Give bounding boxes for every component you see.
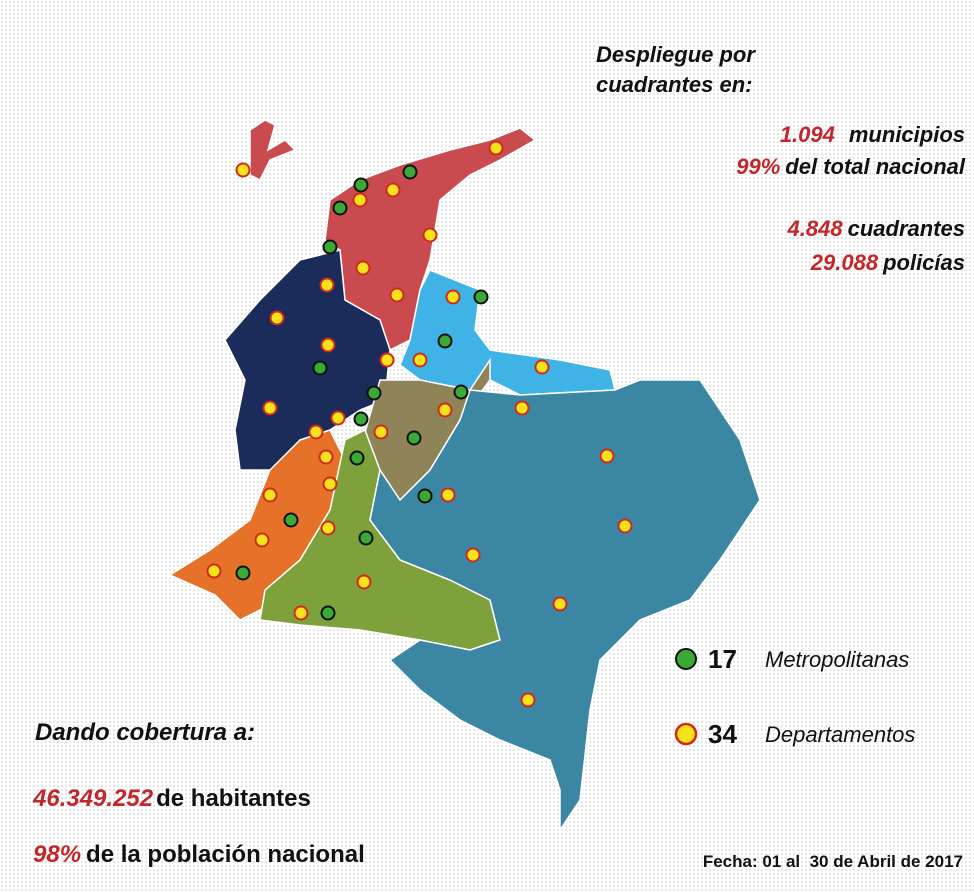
coverage-label: de habitantes xyxy=(156,785,311,812)
stat-value: 1.094 xyxy=(780,122,835,147)
stat-value: 29.088 xyxy=(810,250,879,275)
department-marker xyxy=(293,605,309,621)
department-marker xyxy=(373,424,389,440)
stat-label: del total nacional xyxy=(785,154,966,179)
department-marker xyxy=(514,400,530,416)
stat: 1.094 municipios xyxy=(780,122,965,147)
department-marker xyxy=(617,518,633,534)
metropolitan-marker xyxy=(283,512,299,528)
coverage-item: 98% de la población nacional xyxy=(33,841,365,868)
department-marker xyxy=(422,227,438,243)
department-marker xyxy=(520,692,536,708)
metropolitan-marker xyxy=(358,530,374,546)
stat-label: municipios xyxy=(849,122,965,147)
metropolitan-marker xyxy=(322,239,338,255)
metropolitan-marker xyxy=(353,177,369,193)
department-marker xyxy=(330,410,346,426)
department-marker xyxy=(437,402,453,418)
legend-label: Departamentos xyxy=(765,722,915,747)
department-marker xyxy=(308,424,324,440)
stat-value: 4.848 xyxy=(787,216,844,241)
department-marker xyxy=(356,574,372,590)
department-marker xyxy=(318,449,334,465)
department-marker xyxy=(355,260,371,276)
department-marker xyxy=(262,487,278,503)
metropolitan-marker xyxy=(473,289,489,305)
stat: 29.088 policías xyxy=(810,250,965,275)
metropolitan-marker xyxy=(332,200,348,216)
department-marker xyxy=(262,400,278,416)
department-marker xyxy=(534,359,550,375)
department-marker xyxy=(552,596,568,612)
department-marker xyxy=(488,140,504,156)
coverage-item: 46.349.252 de habitantes xyxy=(32,785,311,812)
metropolitan-marker xyxy=(417,488,433,504)
department-marker xyxy=(445,289,461,305)
metropolitan-marker xyxy=(366,385,382,401)
metropolitan-marker xyxy=(235,565,251,581)
department-marker xyxy=(385,182,401,198)
metropolitan-marker xyxy=(320,605,336,621)
stat-label: cuadrantes xyxy=(848,216,965,241)
stat: 99% del total nacional xyxy=(736,154,966,179)
department-marker xyxy=(320,520,336,536)
metropolitan-marker xyxy=(406,430,422,446)
department-marker xyxy=(389,287,405,303)
stat: 4.848 cuadrantes xyxy=(787,216,965,241)
metropolitan-marker xyxy=(312,360,328,376)
title-line: cuadrantes en: xyxy=(596,72,753,97)
stat-label: policías xyxy=(882,250,965,275)
department-marker xyxy=(465,547,481,563)
region-island xyxy=(249,119,297,182)
department-marker xyxy=(379,352,395,368)
metropolitan-marker xyxy=(402,164,418,180)
department-marker xyxy=(352,192,368,208)
legend-marker-green xyxy=(675,648,697,670)
metropolitan-marker xyxy=(349,450,365,466)
legend-label: Metropolitanas xyxy=(765,647,909,672)
department-marker xyxy=(440,487,456,503)
legend-count: 34 xyxy=(708,719,737,749)
legend-marker-yellow xyxy=(674,722,698,746)
metropolitan-marker xyxy=(453,384,469,400)
metropolitan-marker xyxy=(437,333,453,349)
legend-count: 17 xyxy=(708,644,737,674)
department-marker xyxy=(412,352,428,368)
coverage-title: Dando cobertura a: xyxy=(35,719,255,746)
department-marker xyxy=(320,337,336,353)
coverage-value: 46.349.252 xyxy=(32,785,154,812)
department-marker xyxy=(254,532,270,548)
department-marker xyxy=(599,448,615,464)
title-line: Despliegue por xyxy=(596,42,756,67)
footer: Fecha: 01 al 30 de Abril de 2017 xyxy=(703,852,963,871)
department-marker xyxy=(269,310,285,326)
department-marker xyxy=(322,476,338,492)
metropolitan-marker xyxy=(353,411,369,427)
stat-value: 99% xyxy=(736,154,780,179)
map-markers xyxy=(206,140,633,708)
coverage-label: de la población nacional xyxy=(86,841,365,868)
department-marker xyxy=(235,162,251,178)
coverage-value: 98% xyxy=(33,841,81,868)
department-marker xyxy=(206,563,222,579)
department-marker xyxy=(319,277,335,293)
